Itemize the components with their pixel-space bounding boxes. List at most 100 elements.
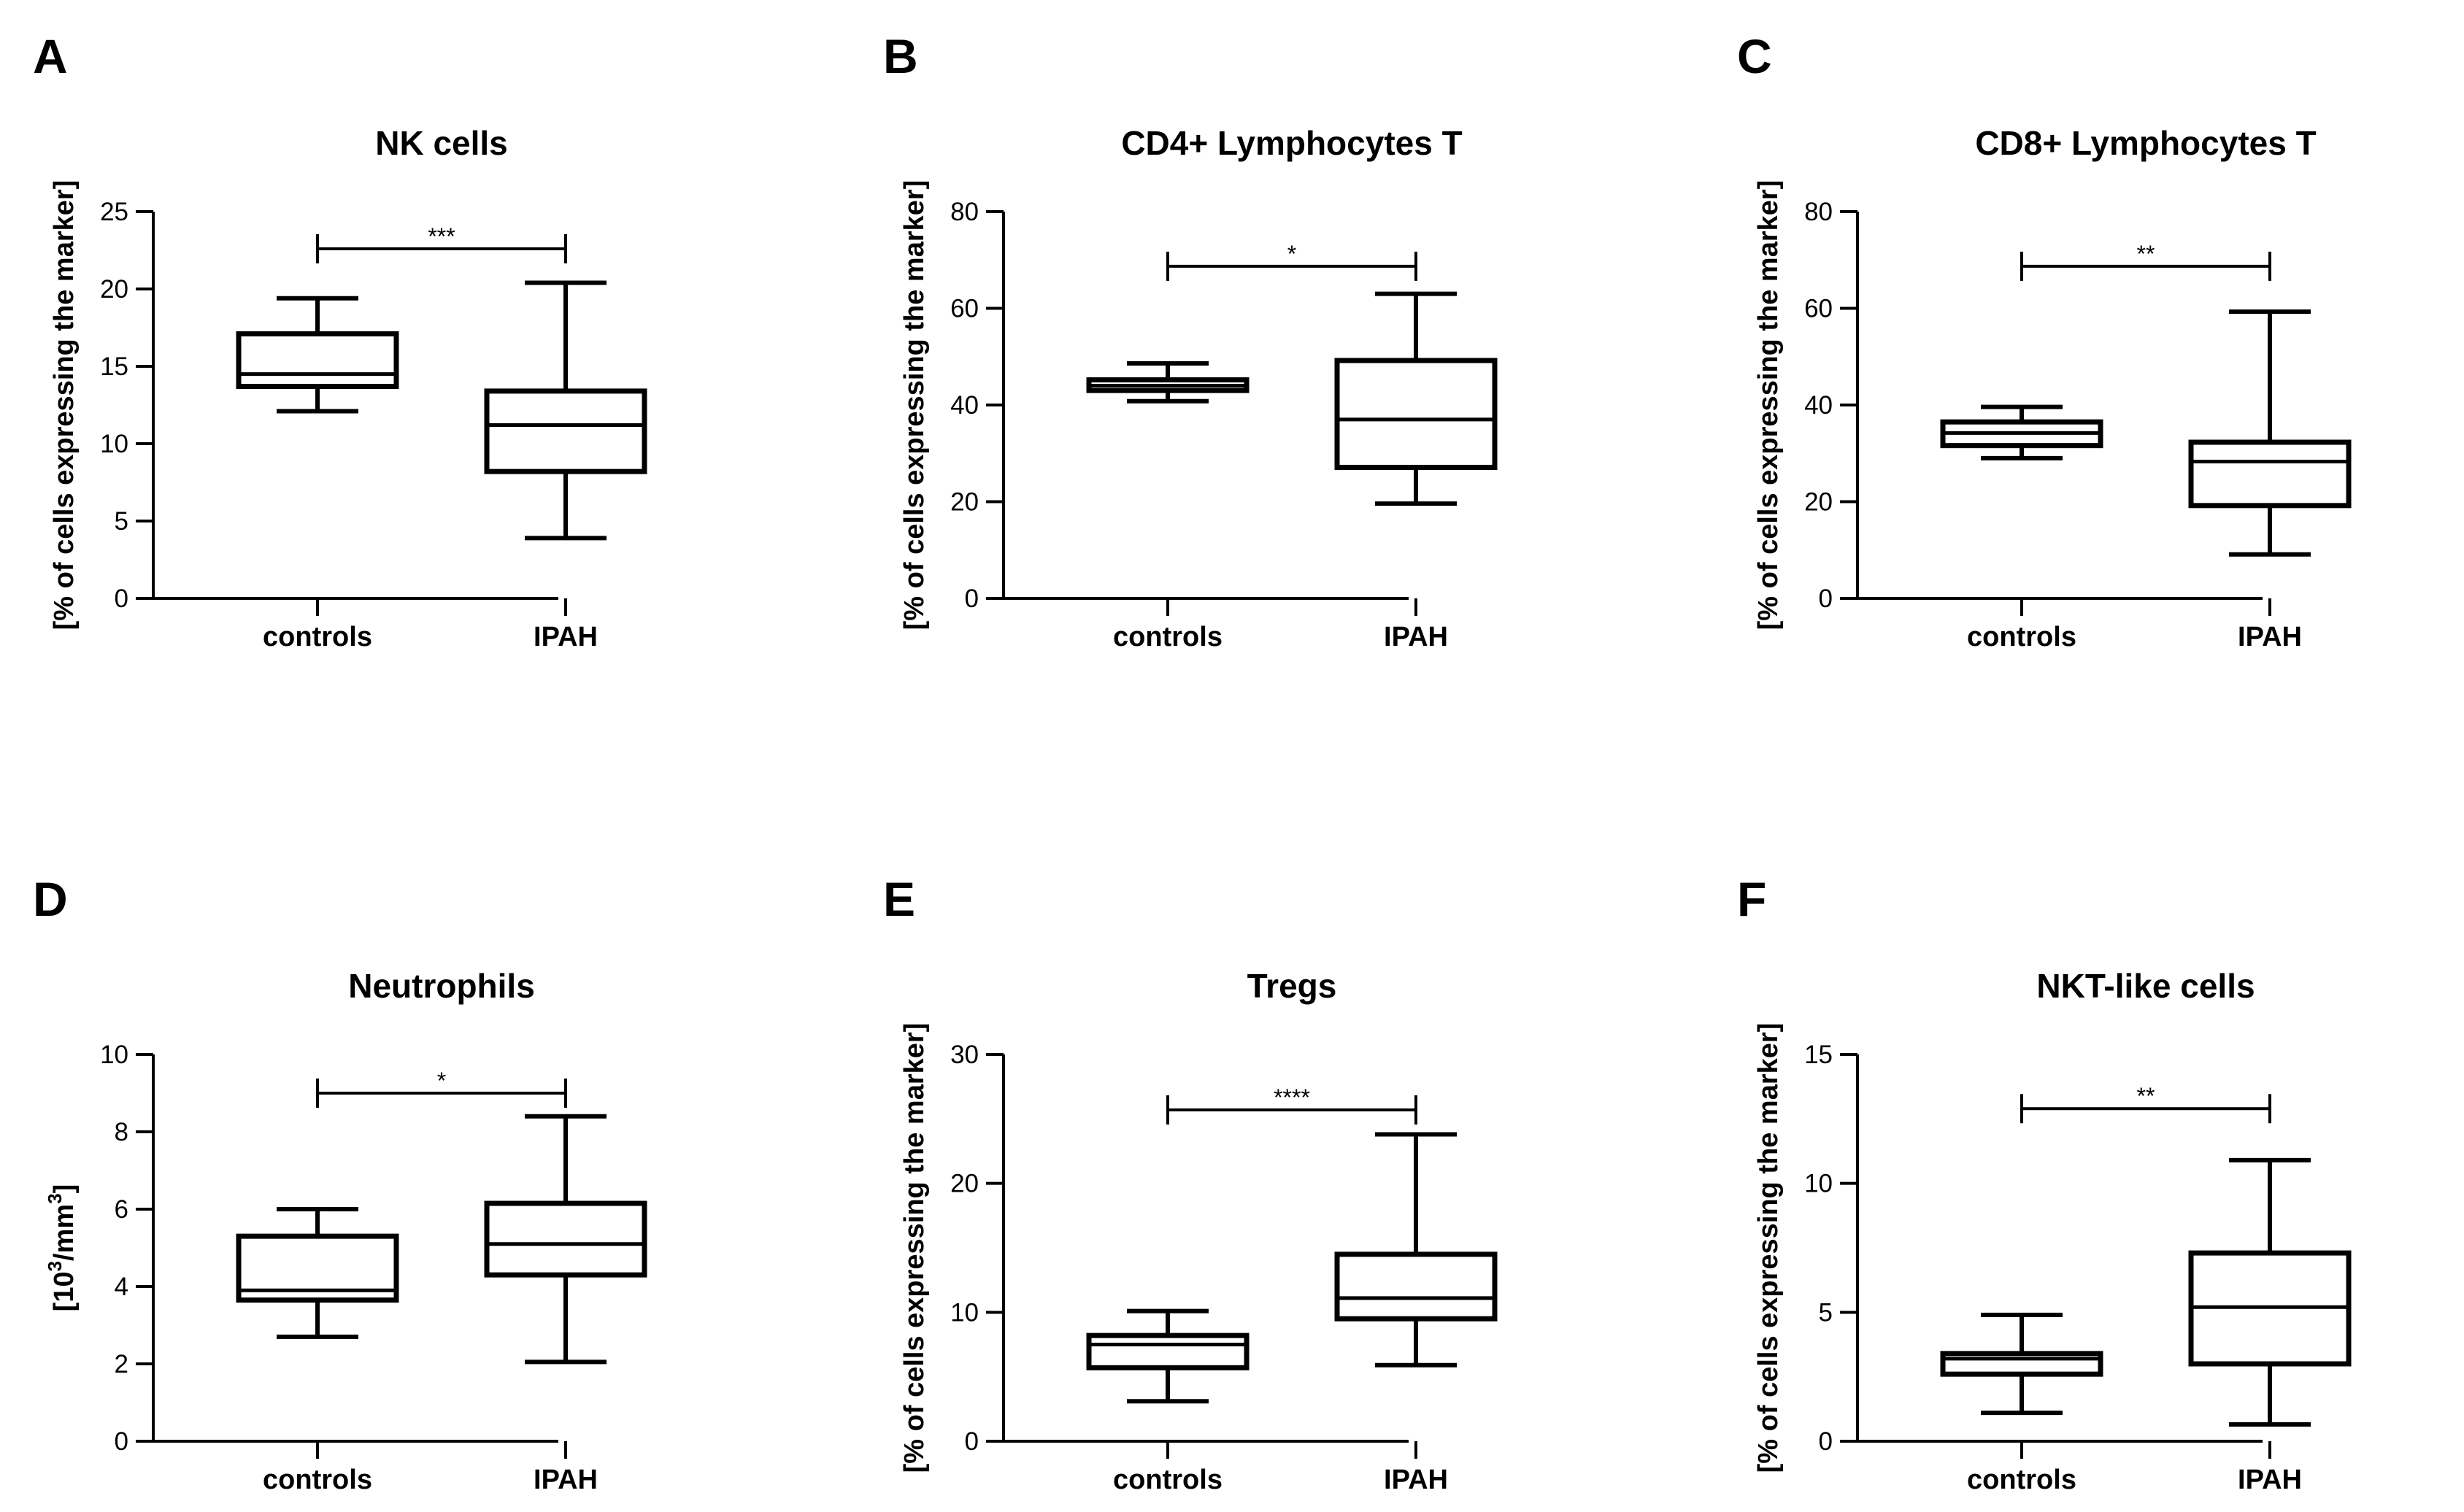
y-axis-label: [% of cells expressing the marker] [49, 180, 80, 630]
y-axis-label-part: [10 [49, 1271, 80, 1311]
y-tick-label: 20 [950, 488, 979, 517]
x-tick-label: controls [263, 622, 372, 652]
y-tick-label: 40 [950, 391, 979, 420]
box-controls [1086, 1308, 1250, 1404]
x-tick-label: controls [1113, 1465, 1223, 1495]
panel-letter: D [33, 872, 68, 926]
x-tick-label: IPAH [2238, 1465, 2302, 1495]
y-tick-label: 0 [1819, 1427, 1833, 1456]
y-tick-label: 15 [1804, 1041, 1833, 1069]
y-tick-label: 10 [100, 430, 128, 458]
y-tick-label: 0 [115, 585, 128, 613]
y-tick-label: 4 [115, 1273, 128, 1301]
x-tick-label: IPAH [534, 622, 598, 652]
chart-title: Tregs [1247, 967, 1337, 1005]
y-axis-label: [% of cells expressing the marker] [1753, 180, 1784, 630]
panel-letter: F [1737, 872, 1766, 926]
y-axis-label: [% of cells expressing the marker] [899, 1023, 930, 1473]
x-tick-label: controls [263, 1465, 372, 1495]
y-tick-label: 8 [115, 1118, 128, 1146]
y-axis-label-part: /mm [49, 1204, 80, 1261]
y-axis-label: [103/mm3] [44, 1184, 80, 1312]
panel-letter: A [33, 29, 68, 83]
y-tick-label: 5 [1819, 1298, 1833, 1327]
box-iqr [236, 331, 399, 390]
x-tick-label: IPAH [1384, 1465, 1448, 1495]
box-iqr [1940, 1351, 2103, 1377]
box-controls [1086, 361, 1250, 404]
panel-f: F NKT-like cells [% of cells expressing th… [1737, 872, 2352, 1495]
y-tick-label: 80 [1804, 198, 1833, 226]
box-ipah [484, 280, 647, 541]
significance-bracket [316, 234, 567, 263]
box-controls [1940, 404, 2103, 460]
significance-bracket [2020, 1094, 2271, 1124]
box-ipah [2188, 1157, 2352, 1427]
significance-bracket [2020, 251, 2271, 281]
y-tick-label: 10 [950, 1298, 979, 1327]
chart-title: CD4+ Lymphocytes T [1121, 124, 1462, 162]
significance-label: ** [2137, 1083, 2155, 1109]
panel-letter: E [883, 872, 915, 926]
box-iqr [1086, 1332, 1250, 1370]
y-axis-label-part: ] [49, 1184, 80, 1194]
panel-e: E Tregs [% of cells expressing the marker]… [883, 872, 1498, 1495]
x-tick-label: controls [1967, 622, 2076, 652]
y-tick-label: 10 [1804, 1170, 1833, 1198]
y-tick-label: 30 [950, 1041, 979, 1069]
box-controls [236, 1207, 399, 1339]
box-iqr [1334, 358, 1498, 470]
box-controls [236, 296, 399, 414]
box-iqr [1334, 1251, 1498, 1322]
x-tick-label: IPAH [534, 1465, 598, 1495]
y-axis-label: [% of cells expressing the marker] [1753, 1023, 1784, 1473]
box-iqr [2188, 439, 2352, 509]
significance-label: **** [1274, 1084, 1310, 1111]
x-tick-label: controls [1967, 1465, 2076, 1495]
y-tick-label: 10 [100, 1041, 128, 1069]
y-tick-label: 60 [1804, 295, 1833, 323]
box-ipah [484, 1114, 647, 1365]
y-tick-label: 20 [100, 275, 128, 304]
y-tick-label: 0 [115, 1427, 128, 1456]
x-tick-label: IPAH [1384, 622, 1448, 652]
box-ipah [1334, 291, 1498, 506]
y-tick-label: 80 [950, 198, 979, 226]
y-tick-label: 5 [115, 507, 128, 536]
chart-title: Neutrophils [348, 967, 535, 1005]
chart-title: NKT-like cells [2036, 967, 2255, 1005]
panel-letter: C [1737, 29, 1772, 83]
significance-bracket [1166, 1095, 1417, 1125]
y-tick-label: 6 [115, 1195, 128, 1224]
significance-bracket [1166, 251, 1417, 281]
panel-letter: B [883, 29, 918, 83]
y-tick-label: 25 [100, 198, 128, 226]
box-iqr [484, 388, 647, 474]
significance-bracket [316, 1079, 567, 1108]
significance-label: *** [428, 223, 455, 250]
panel-a: A NK cells [% of cells expressing the mark… [33, 29, 647, 652]
x-tick-label: controls [1113, 622, 1223, 652]
y-tick-label: 0 [1819, 585, 1833, 613]
y-tick-label: 2 [115, 1350, 128, 1378]
x-tick-label: IPAH [2238, 622, 2302, 652]
panel-c: C CD8+ Lymphocytes T [% of cells expressin… [1737, 29, 2352, 652]
y-axis-label-superscript: 3 [44, 1193, 66, 1203]
box-controls [1940, 1312, 2103, 1416]
y-tick-label: 20 [1804, 488, 1833, 517]
significance-label: * [1287, 241, 1296, 267]
significance-label: ** [2137, 241, 2155, 267]
chart-title: NK cells [375, 124, 508, 162]
box-iqr [484, 1200, 647, 1278]
panel-b: B CD4+ Lymphocytes T [% of cells expressin… [883, 29, 1498, 652]
y-axis-label: [% of cells expressing the marker] [899, 180, 930, 630]
y-tick-label: 0 [965, 1427, 979, 1456]
box-ipah [2188, 309, 2352, 557]
box-ipah [1334, 1132, 1498, 1368]
y-tick-label: 0 [965, 585, 979, 613]
y-tick-label: 40 [1804, 391, 1833, 420]
y-tick-label: 15 [100, 352, 128, 381]
y-axis-label-superscript: 3 [44, 1261, 66, 1271]
